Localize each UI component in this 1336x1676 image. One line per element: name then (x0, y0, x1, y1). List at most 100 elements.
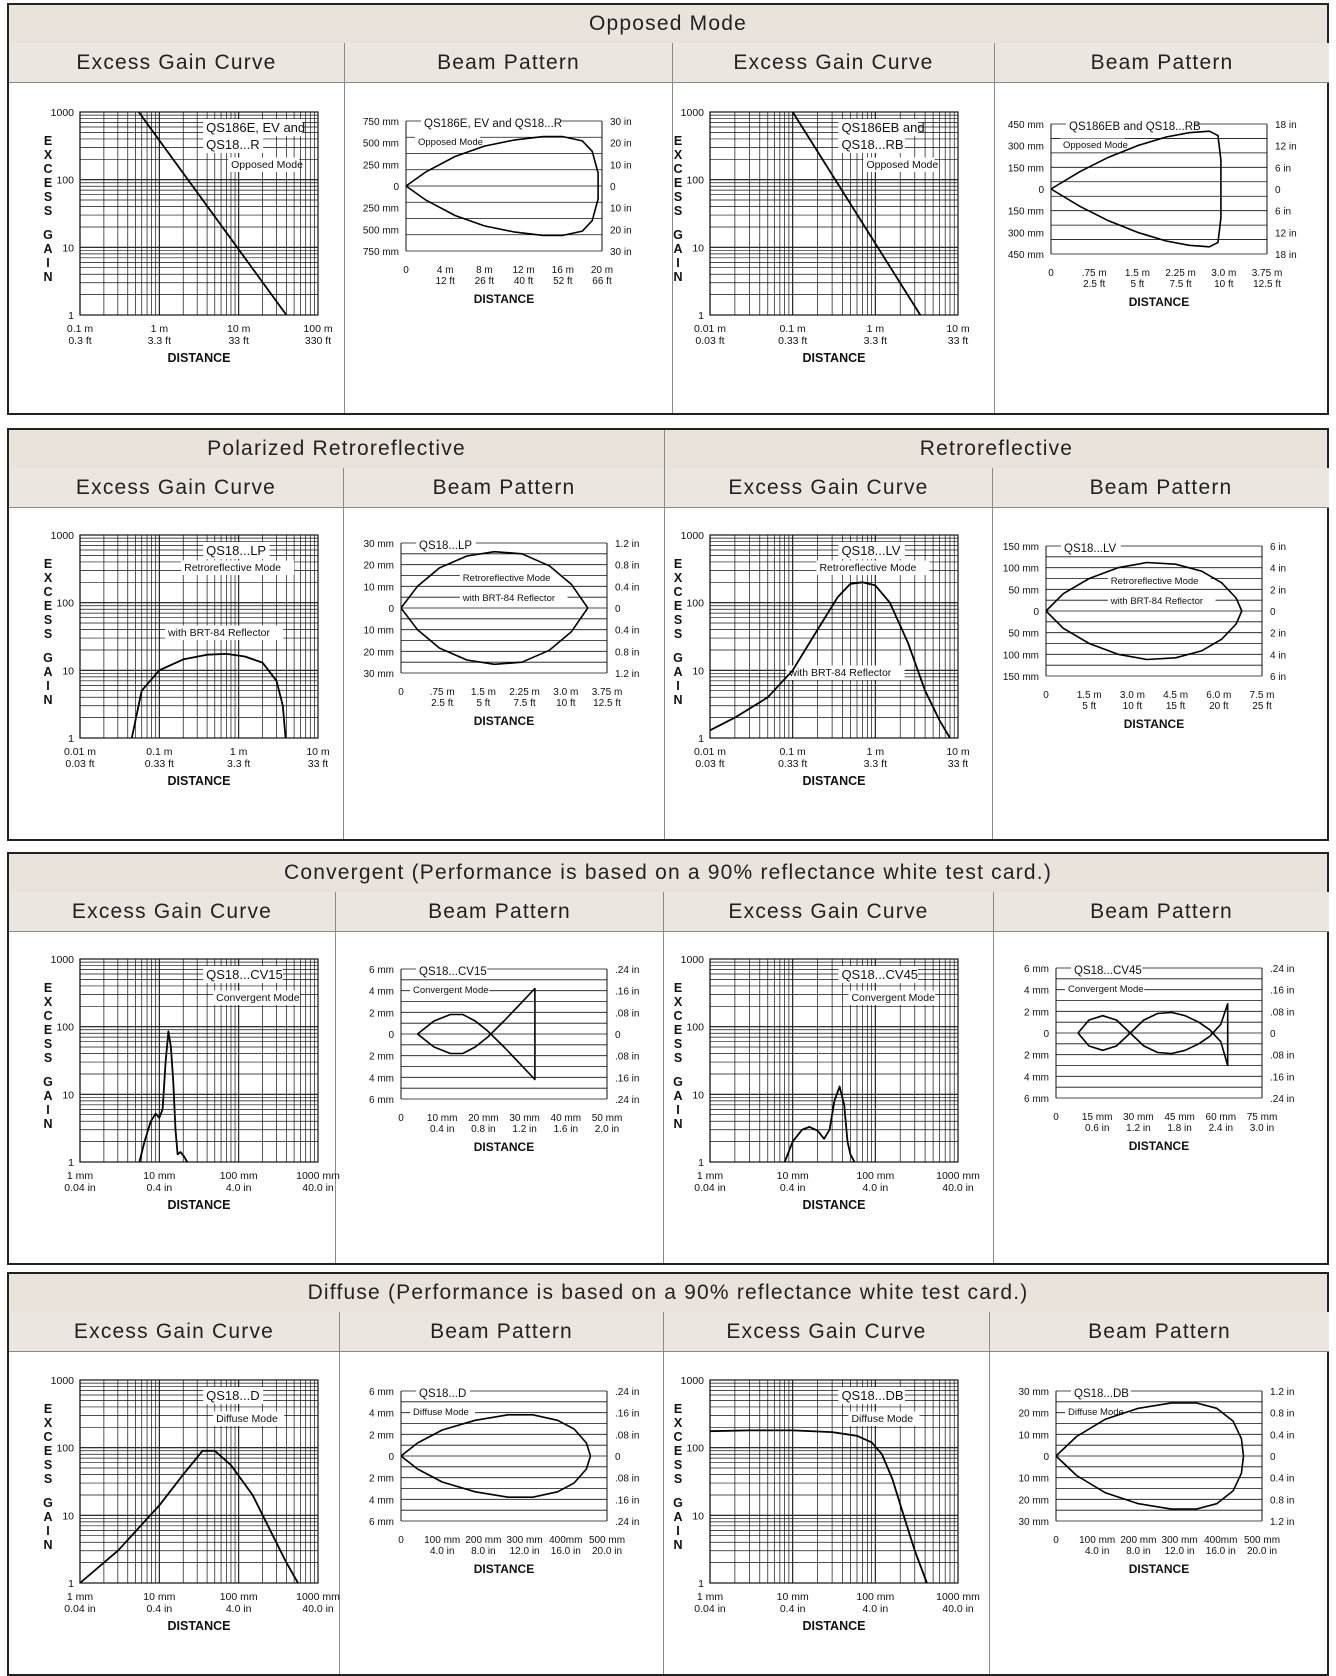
y-axis-letter: I (676, 1524, 679, 1538)
label-box (416, 537, 476, 553)
y-tick-label: 100 (686, 1022, 704, 1034)
x-tick-label: 0.6 in (1085, 1123, 1109, 1134)
y-tick-label: 1 (698, 1578, 704, 1590)
left-tick-label: 0 (388, 604, 394, 615)
x-tick-label: 30 mm (1123, 1112, 1154, 1123)
x-tick-label: 12.0 in (1165, 1546, 1195, 1557)
x-axis-label: DISTANCE (803, 774, 866, 788)
chart-annotation: QS186E, EV and (206, 120, 305, 135)
x-tick-label: 100 mm (424, 1535, 460, 1546)
y-axis-letter: C (673, 162, 682, 176)
y-tick-label: 1 (68, 1578, 74, 1590)
right-tick-label: 0.8 in (615, 647, 639, 658)
right-tick-label: .24 in (615, 1517, 639, 1528)
right-tick-label: 0.4 in (1270, 1474, 1294, 1485)
section-opposed: Opposed Mode Excess Gain Curve Beam Patt… (7, 3, 1329, 415)
section-title: Retroreflective (919, 437, 1074, 460)
label-box (1066, 118, 1195, 134)
plot-frame (709, 111, 959, 316)
y-axis-letter: A (673, 1510, 682, 1524)
left-tick-label: 0 (393, 182, 399, 193)
left-tick-label: 100 mm (1003, 650, 1039, 661)
left-tick-label: 150 mm (1008, 207, 1044, 218)
section-title: Polarized Retroreflective (207, 437, 466, 460)
x-tick-label: 5 ft (1082, 701, 1096, 712)
label-box (203, 542, 270, 559)
x-tick-label: 4.0 in (862, 1182, 888, 1194)
left-tick-label: 4 mm (1024, 1072, 1049, 1083)
y-tick-label: 1 (698, 1157, 704, 1169)
excess-gain-chart: 1000 100 10 11 mm0.04 in 10 mm0.4 in 100 mm4.… (673, 954, 980, 1212)
x-tick-label: 400mm (549, 1535, 582, 1546)
excess-gain-chart: 1000 100 10 10.01 m0.03 ft 0.1 m0.33 ft 1 m3.… (673, 107, 970, 365)
series-line (1077, 1002, 1229, 1067)
x-tick-label: 12 m (512, 265, 534, 276)
y-tick-label: 1 (68, 1157, 74, 1169)
right-tick-label: 12 in (1275, 228, 1297, 239)
right-tick-label: 6 in (1270, 672, 1286, 683)
x-tick-label: 10 m (227, 323, 251, 335)
section-retroreflective: Polarized Retroreflective Retroreflectiv… (7, 428, 1329, 841)
x-tick-label: 1 m (867, 746, 885, 758)
y-axis-letter: C (673, 1430, 682, 1444)
beam-pattern-chart: 750 mm 500 mm 250 mm 0 250 mm 500 mm 750 mm 30 … (363, 115, 632, 306)
x-tick-label: 0.1 m (67, 323, 94, 335)
right-tick-label: .08 in (1270, 1051, 1294, 1062)
right-tick-label: .16 in (1270, 1072, 1294, 1083)
right-tick-label: 1.2 in (1270, 1517, 1294, 1528)
y-tick-label: 10 (692, 1089, 704, 1101)
chart-annotation: Opposed Mode (866, 159, 938, 171)
y-axis-letter: N (43, 1117, 52, 1131)
chart-annotation: Opposed Mode (231, 159, 303, 171)
series-line (417, 987, 536, 1081)
y-tick-label: 10 (62, 1510, 74, 1522)
x-tick-label: 6.0 m (1206, 690, 1231, 701)
label-box (181, 560, 295, 575)
right-tick-label: .24 in (615, 1095, 639, 1106)
y-axis-letter: C (673, 1009, 682, 1023)
series-line (405, 135, 599, 237)
right-tick-label: 6 in (1275, 163, 1291, 174)
y-tick-label: 1000 (681, 954, 705, 966)
y-axis-letter: E (674, 1402, 682, 1416)
chart-annotation: Diffuse Mode (413, 1407, 469, 1418)
right-tick-label: 1.2 in (1270, 1387, 1294, 1398)
x-tick-label: 3.3 ft (864, 335, 887, 347)
label-box (838, 119, 918, 136)
left-tick-label: 20 mm (1018, 1495, 1049, 1506)
y-axis-letter: I (46, 256, 49, 270)
y-axis-letter: S (44, 1458, 52, 1472)
x-tick-label: 1.8 in (1167, 1123, 1191, 1134)
x-tick-label: 20 mm (468, 1113, 499, 1124)
excess-gain-chart: 1000 100 10 11 mm0.04 in 10 mm0.4 in 100 mm4.… (43, 1375, 340, 1633)
right-tick-label: 18 in (1275, 250, 1297, 261)
x-tick-label: 1 mm (67, 1170, 94, 1182)
y-axis-letter: C (43, 1430, 52, 1444)
y-axis-letter: S (674, 1458, 682, 1472)
y-axis-letter: E (674, 1444, 682, 1458)
section-convergent: Convergent (Performance is based on a 90… (7, 852, 1329, 1265)
column-header: Beam Pattern (340, 1312, 664, 1352)
series-line (138, 1030, 189, 1163)
x-tick-label: 20 m (591, 265, 613, 276)
chart-annotation: QS18...DB (1074, 1388, 1129, 1400)
label-box (786, 665, 905, 680)
y-tick-label: 10 (692, 1510, 704, 1522)
x-tick-label: 10 mm (143, 1170, 175, 1182)
x-tick-label: 15 mm (1082, 1112, 1113, 1123)
y-tick-label: 10 (62, 1089, 74, 1101)
left-tick-label: 0 (1043, 1452, 1049, 1463)
left-tick-label: 10 mm (363, 582, 394, 593)
left-tick-label: 0 (1043, 1029, 1049, 1040)
x-tick-label: 8.0 in (1126, 1546, 1150, 1557)
beam-pattern-chart: 450 mm 300 mm 150 mm 0 150 mm 300 mm 450 mm 18 … (1008, 118, 1297, 309)
y-axis-letter: S (44, 1472, 52, 1486)
y-axis-letter: E (44, 176, 52, 190)
y-tick-label: 100 (686, 598, 704, 610)
right-tick-label: 6 in (1275, 207, 1291, 218)
x-tick-label: 3.75 m (592, 687, 623, 698)
left-tick-label: 4 mm (369, 1495, 394, 1506)
right-tick-label: 4 in (1270, 650, 1286, 661)
label-box (838, 542, 905, 559)
x-tick-label: 7.5 m (1249, 690, 1274, 701)
